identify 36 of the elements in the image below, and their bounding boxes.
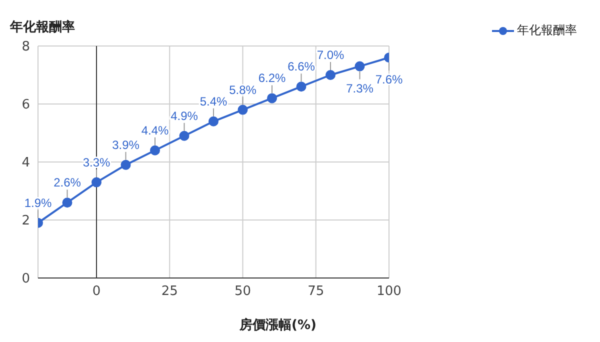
point: [120, 160, 131, 170]
data-label: 7.0%: [316, 48, 344, 62]
y-tick-label: 2: [22, 214, 30, 229]
data-label: 5.8%: [229, 82, 257, 97]
y-tick-label: 8: [22, 40, 30, 55]
x-tick-label: 100: [376, 284, 402, 300]
point: [238, 104, 248, 115]
data-label: 5.4%: [200, 94, 228, 108]
data-label: 4.9%: [170, 108, 198, 123]
x-tick-label: 50: [234, 284, 252, 300]
data-label: 7.3%: [346, 81, 374, 96]
data-label: 6.6%: [288, 60, 316, 74]
point: [296, 82, 306, 92]
data-label: 3.9%: [112, 138, 140, 152]
point: [92, 177, 102, 188]
x-axis-title: 房價漲幅(%): [238, 316, 318, 334]
data-label: 6.2%: [258, 71, 286, 86]
y-axis-title: 年化報酬率: [10, 18, 75, 36]
x-tick-label: 25: [161, 284, 178, 300]
point: [326, 70, 336, 80]
y-tick-label: 4: [22, 156, 30, 171]
point: [354, 61, 365, 72]
point: [62, 198, 72, 208]
point: [208, 116, 218, 126]
x-tick-label: 0: [92, 284, 101, 300]
point: [267, 93, 277, 104]
point: [150, 145, 160, 156]
data-label: 1.9%: [24, 196, 52, 210]
data-label: 4.4%: [141, 123, 169, 138]
x-tick-label: 75: [308, 284, 324, 300]
y-tick-label: 6: [22, 98, 30, 113]
legend-label: 年化報酬率: [517, 22, 577, 39]
point: [179, 130, 190, 141]
y-tick-label: 0: [22, 272, 30, 287]
data-label: 7.6%: [375, 72, 403, 87]
data-label: 2.6%: [54, 176, 82, 190]
